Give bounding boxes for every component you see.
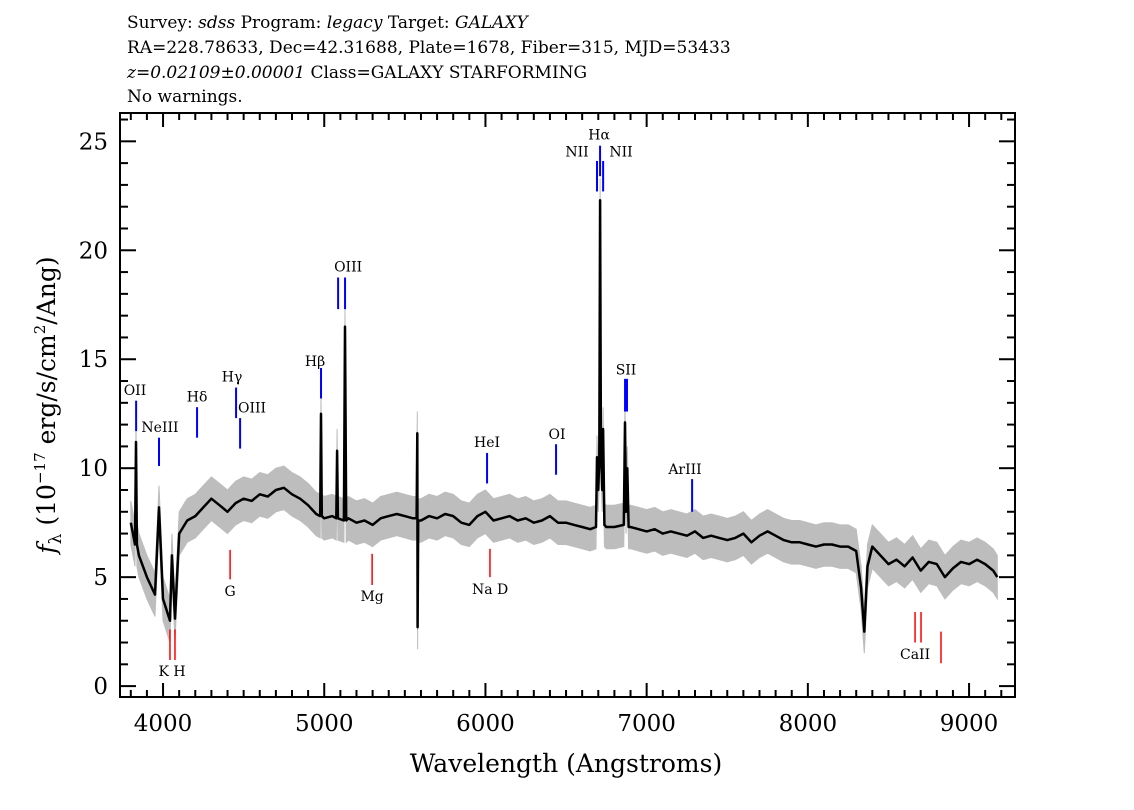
line-label: HeI: [474, 435, 500, 451]
error-band-area: [130, 178, 998, 654]
header-line-4: No warnings.: [127, 87, 243, 107]
y-tick-label: 25: [79, 129, 108, 155]
line-label: K H: [159, 664, 186, 680]
header-line-3: z=0.02109±0.00001 Class=GALAXY STARFORMI…: [126, 63, 587, 83]
y-tick-label: 20: [79, 238, 108, 264]
line-label: Hα: [588, 127, 610, 143]
x-tick-label: 9000: [940, 711, 999, 737]
flux-line: [129, 198, 999, 633]
line-label: NII: [609, 144, 632, 160]
axes: 4000 5000 6000 7000 8000 9000 0 5 10 15 20 25: [79, 113, 1015, 737]
x-tick-label: 7000: [617, 711, 676, 737]
line-label: Hβ: [305, 354, 325, 370]
line-markers: [135, 145, 942, 664]
line-label: OII: [124, 383, 147, 399]
x-tick-label: 6000: [456, 711, 515, 737]
flux-series: [129, 198, 999, 633]
error-band: [130, 178, 998, 654]
line-label: Mg: [360, 589, 383, 605]
header-line-1: Survey: sdss Program: legacy Target: GAL…: [127, 13, 530, 33]
header: Survey: sdss Program: legacy Target: GAL…: [126, 13, 731, 107]
x-tick-label: 8000: [779, 711, 838, 737]
x-tick-label: 5000: [295, 711, 354, 737]
y-tick-label: 10: [79, 456, 108, 482]
y-tick-label: 0: [93, 674, 108, 700]
line-label: NeIII: [141, 420, 178, 436]
x-tick-label: 4000: [134, 711, 193, 737]
line-label: Hγ: [222, 370, 243, 386]
y-axis-title: fλ (10−17 erg/s/cm2/Ang): [31, 256, 66, 555]
line-label: OI: [549, 427, 566, 443]
line-label: SII: [616, 363, 637, 379]
line-label: G: [225, 584, 236, 600]
line-label: NII: [565, 144, 588, 160]
y-tick-label: 15: [79, 347, 108, 373]
line-label: ArIII: [667, 462, 701, 478]
line-label: Na D: [472, 582, 508, 598]
header-line-2: RA=228.78633, Dec=42.31688, Plate=1678, …: [127, 38, 731, 58]
y-tick-label: 5: [93, 565, 108, 591]
line-label: OIII: [334, 259, 362, 275]
line-label: OIII: [238, 401, 266, 417]
line-label: CaII: [900, 647, 930, 663]
x-axis-title: Wavelength (Angstroms): [410, 749, 722, 778]
line-label: Hδ: [187, 390, 208, 406]
plot-frame: [119, 112, 1016, 698]
